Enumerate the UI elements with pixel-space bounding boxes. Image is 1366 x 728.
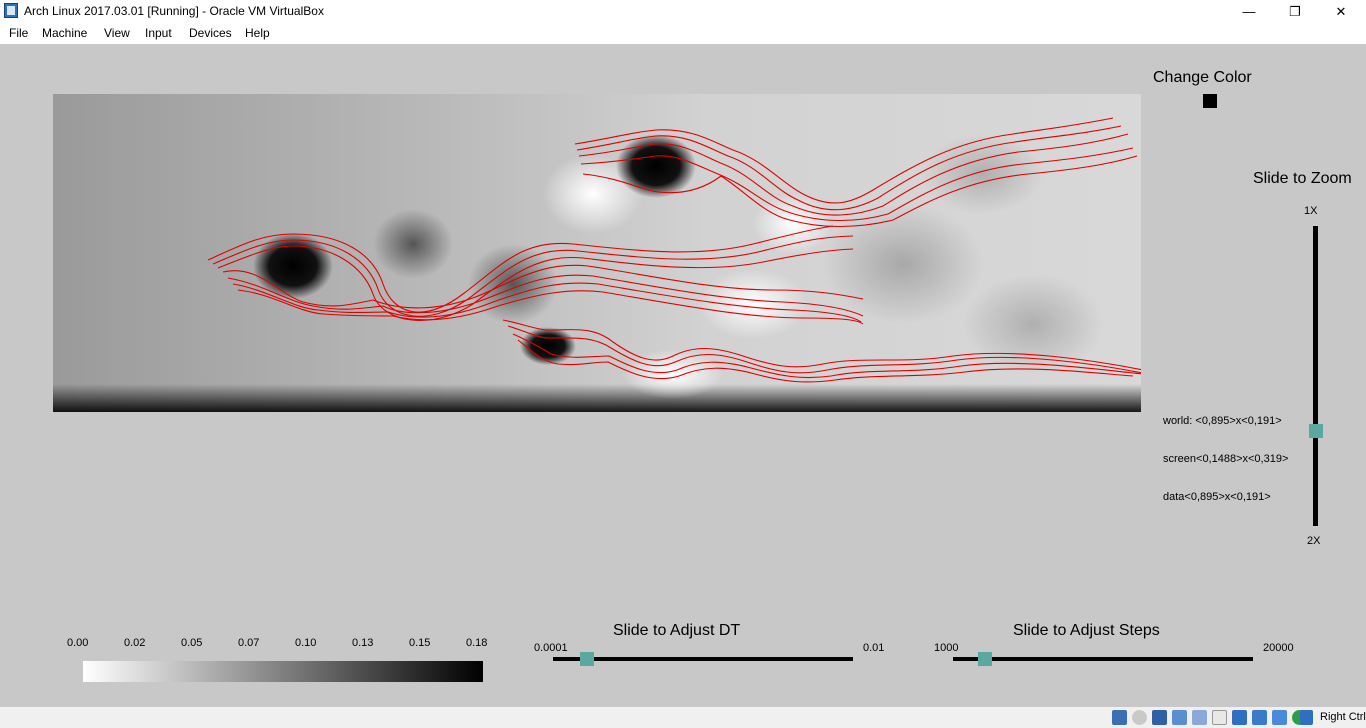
steps-slider-track[interactable]	[953, 657, 1253, 661]
menu-view[interactable]: View	[104, 26, 130, 40]
colorbar-tick: 0.15	[409, 637, 431, 649]
colorbar-tick: 0.02	[124, 637, 146, 649]
colorbar-tick: 0.05	[181, 637, 203, 649]
color-swatch-button[interactable]	[1203, 94, 1217, 108]
hard-disk-icon[interactable]	[1112, 710, 1127, 725]
steps-max-label: 20000	[1263, 642, 1294, 654]
video-capture-icon[interactable]	[1252, 710, 1267, 725]
colorbar-tick: 0.18	[466, 637, 488, 649]
dt-slider-label: Slide to Adjust DT	[613, 622, 741, 639]
steps-slider-label: Slide to Adjust Steps	[1013, 622, 1160, 639]
data-coords: data<0,895>x<0,191>	[1163, 491, 1271, 503]
colorbar-gradient	[83, 661, 483, 682]
menu-help[interactable]: Help	[245, 26, 270, 40]
zoom-max-label: 2X	[1307, 535, 1321, 547]
minimize-button[interactable]: —	[1226, 0, 1272, 23]
restore-button[interactable]: ❐	[1272, 0, 1318, 23]
menu-devices[interactable]: Devices	[189, 26, 232, 40]
vm-status-bar: Right Ctrl	[0, 707, 1366, 728]
cpu-icon[interactable]	[1272, 710, 1287, 725]
menu-file[interactable]: File	[9, 26, 29, 40]
steps-min-label: 1000	[934, 642, 959, 654]
window-titlebar: Arch Linux 2017.03.01 [Running] - Oracle…	[0, 0, 1366, 23]
menu-input[interactable]: Input	[145, 26, 172, 40]
dt-slider-track[interactable]	[553, 657, 853, 661]
network-icon[interactable]	[1172, 710, 1187, 725]
zoom-slider-thumb[interactable]	[1309, 424, 1323, 438]
dt-slider-thumb[interactable]	[580, 652, 594, 666]
colorbar-tick: 0.13	[352, 637, 374, 649]
steps-slider-thumb[interactable]	[978, 652, 992, 666]
close-button[interactable]: ✕	[1318, 0, 1364, 23]
close-icon: ✕	[1335, 3, 1347, 19]
optical-drive-icon[interactable]	[1132, 710, 1147, 725]
dt-max-label: 0.01	[863, 642, 885, 654]
change-color-label: Change Color	[1153, 69, 1252, 86]
colorbar-tick: 0.07	[238, 637, 260, 649]
flow-simulation-canvas[interactable]	[53, 94, 1141, 412]
virtualbox-app-icon	[4, 3, 18, 18]
audio-icon[interactable]	[1152, 710, 1167, 725]
menu-bar: File Machine View Input Devices Help	[0, 23, 1366, 44]
shared-folders-icon[interactable]	[1212, 710, 1227, 725]
colorbar-tick: 0.00	[67, 637, 89, 649]
keyboard-capture-icon[interactable]	[1300, 710, 1313, 725]
streamlines	[207, 117, 1141, 383]
zoom-slider-track[interactable]	[1313, 226, 1318, 526]
colorbar-tick: 0.10	[295, 637, 317, 649]
zoom-min-label: 1X	[1304, 205, 1318, 217]
zoom-slider-label: Slide to Zoom	[1253, 170, 1352, 187]
display-icon[interactable]	[1232, 710, 1247, 725]
screen-coords: screen<0,1488>x<0,319>	[1163, 453, 1289, 465]
window-title: Arch Linux 2017.03.01 [Running] - Oracle…	[24, 4, 324, 18]
restore-icon: ❐	[1289, 3, 1301, 19]
menu-machine[interactable]: Machine	[42, 26, 88, 40]
minimize-icon: —	[1242, 4, 1256, 19]
dt-min-label: 0.0001	[534, 642, 568, 654]
usb-icon[interactable]	[1192, 710, 1207, 725]
host-key-label: Right Ctrl	[1320, 711, 1366, 723]
world-coords: world: <0,895>x<0,191>	[1163, 415, 1282, 427]
